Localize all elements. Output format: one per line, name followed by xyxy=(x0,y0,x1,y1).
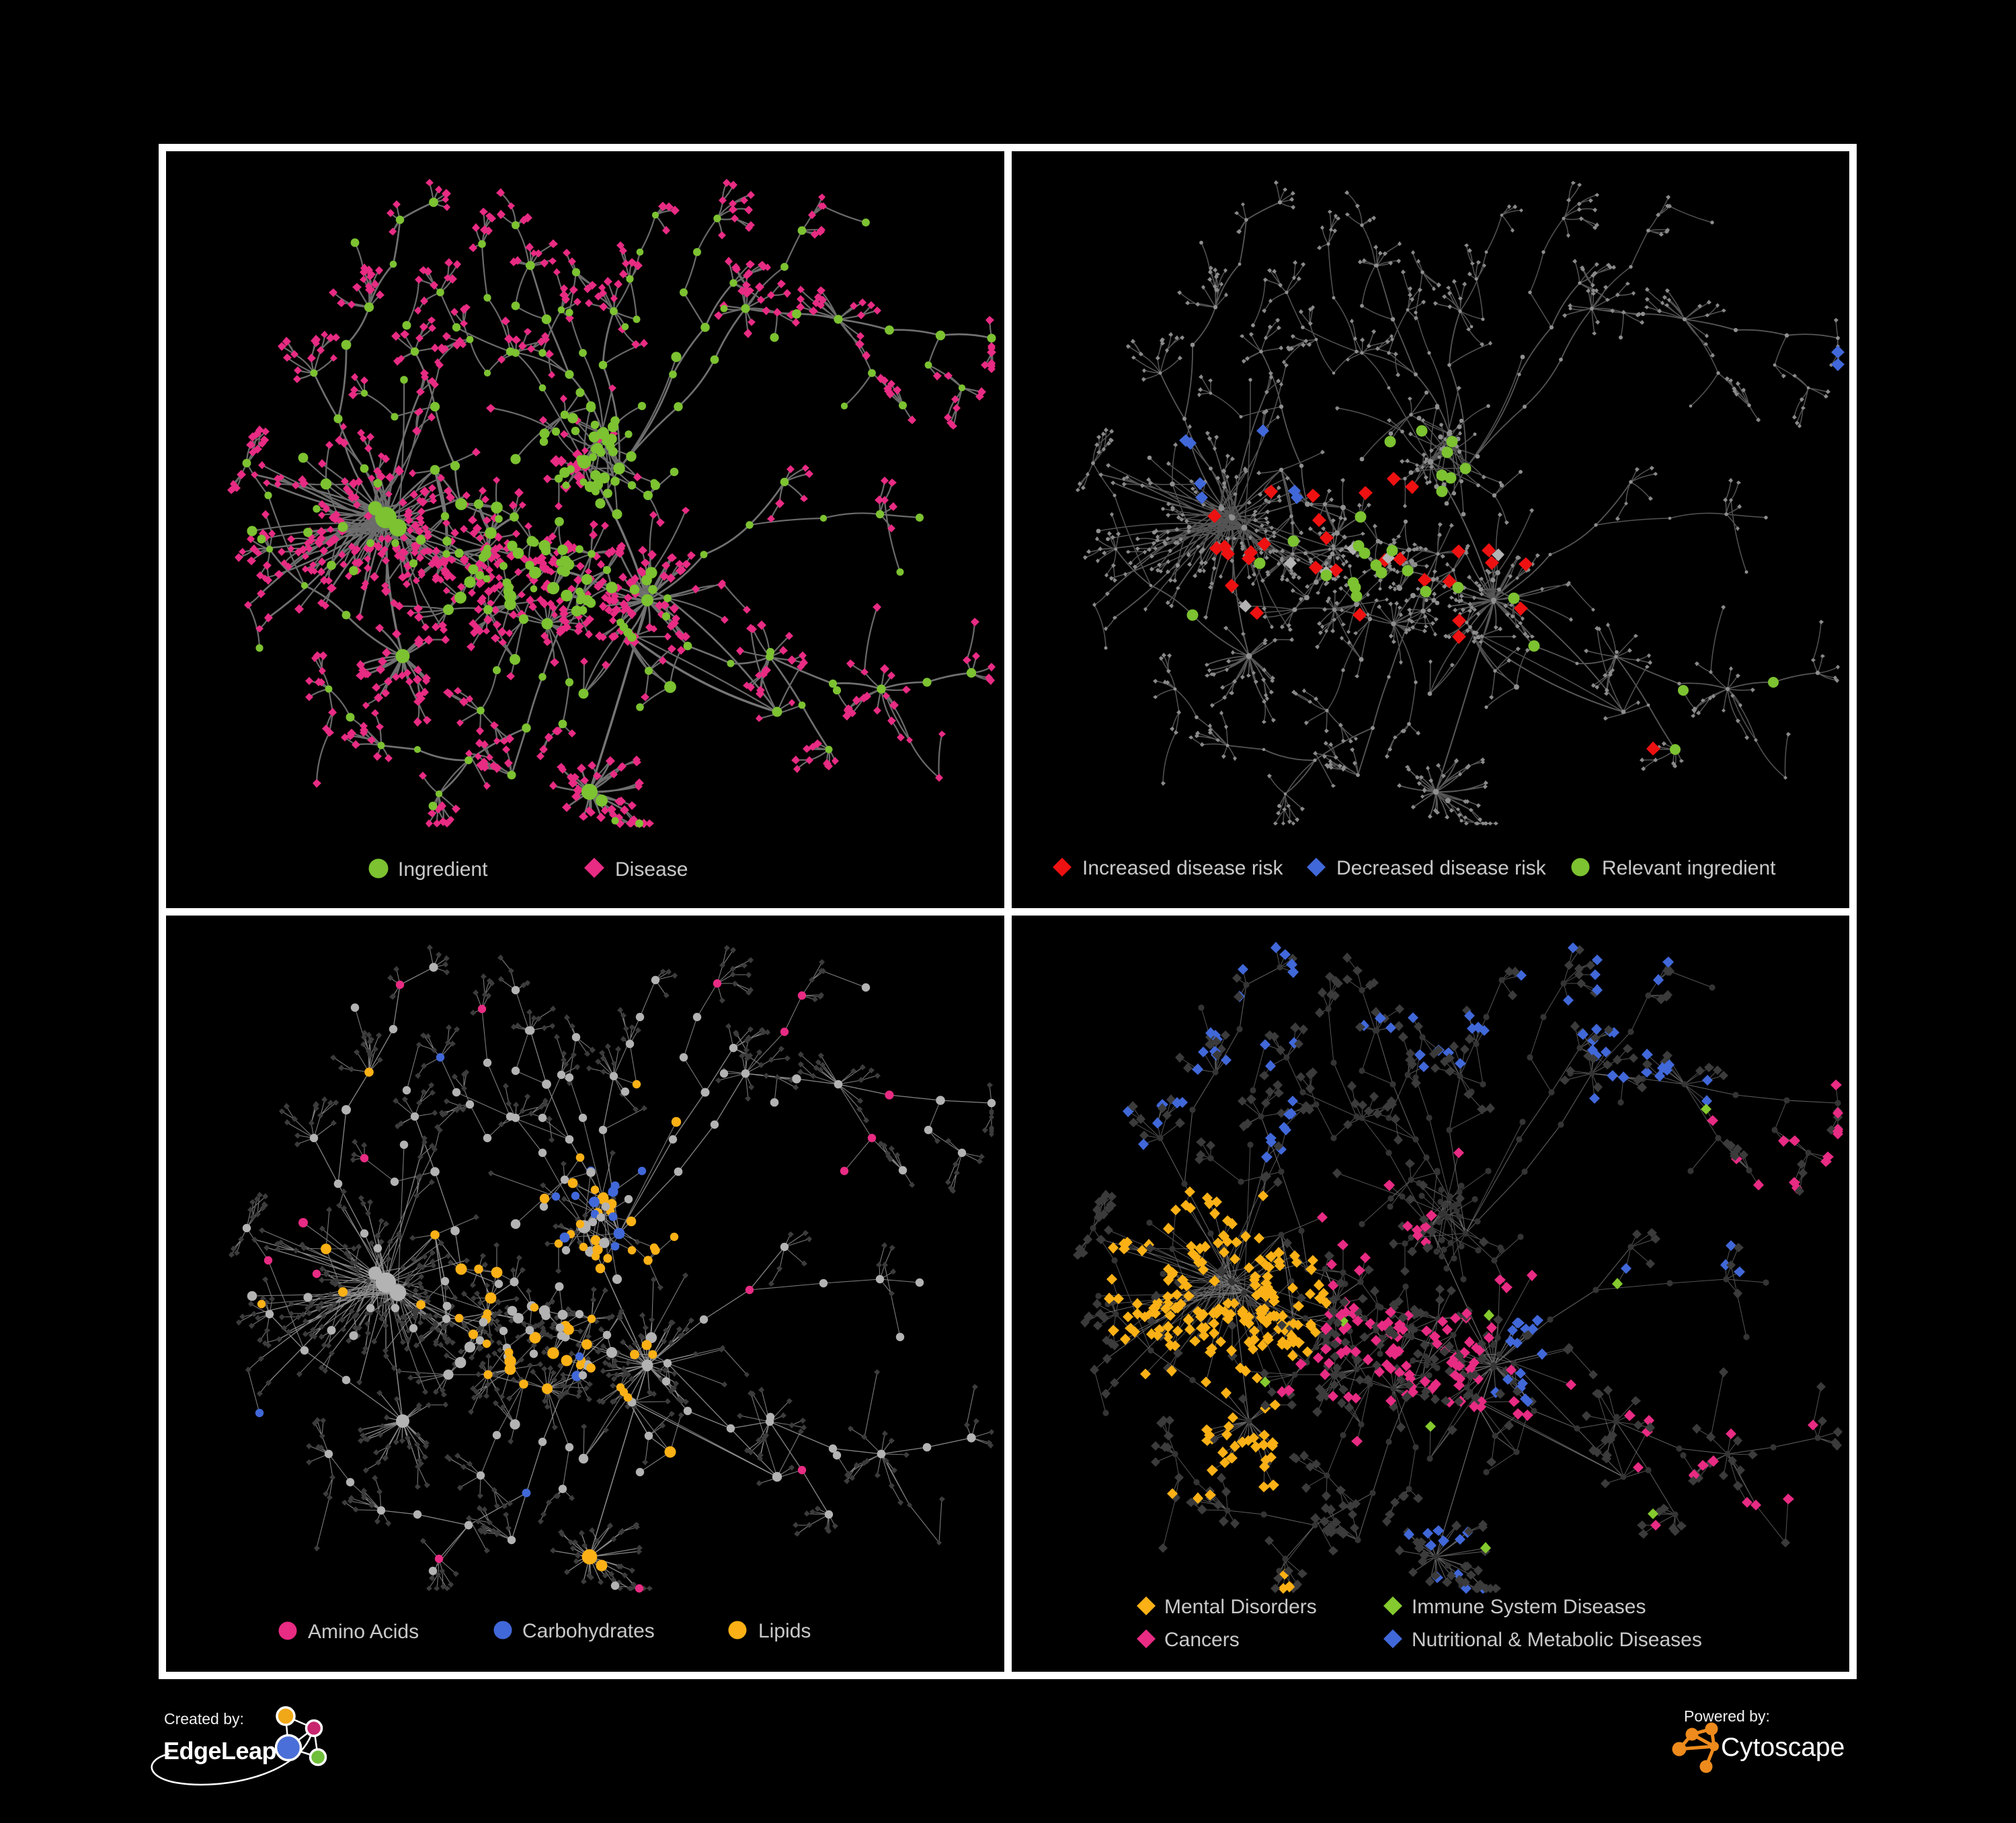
svg-text:Ingredient: Ingredient xyxy=(398,858,488,881)
svg-text:Created by:: Created by: xyxy=(164,1710,244,1728)
svg-text:Cancers: Cancers xyxy=(1164,1629,1240,1651)
svg-text:Cytoscape: Cytoscape xyxy=(1721,1733,1845,1762)
svg-text:Amino Acids: Amino Acids xyxy=(308,1621,419,1643)
svg-text:EdgeLeap: EdgeLeap xyxy=(163,1737,276,1765)
svg-text:Immune System Diseases: Immune System Diseases xyxy=(1412,1596,1646,1618)
svg-text:Powered by:: Powered by: xyxy=(1684,1707,1770,1725)
svg-text:Lipids: Lipids xyxy=(758,1620,811,1642)
svg-text:Nutritional & Metabolic Diseas: Nutritional & Metabolic Diseases xyxy=(1412,1629,1702,1651)
svg-text:Relevant ingredient: Relevant ingredient xyxy=(1602,857,1776,879)
svg-text:Decreased disease risk: Decreased disease risk xyxy=(1336,857,1547,879)
svg-text:Mental Disorders: Mental Disorders xyxy=(1164,1596,1317,1618)
svg-text:Carbohydrates: Carbohydrates xyxy=(522,1620,655,1642)
svg-text:Increased disease risk: Increased disease risk xyxy=(1082,857,1283,879)
svg-text:Disease: Disease xyxy=(615,858,688,881)
